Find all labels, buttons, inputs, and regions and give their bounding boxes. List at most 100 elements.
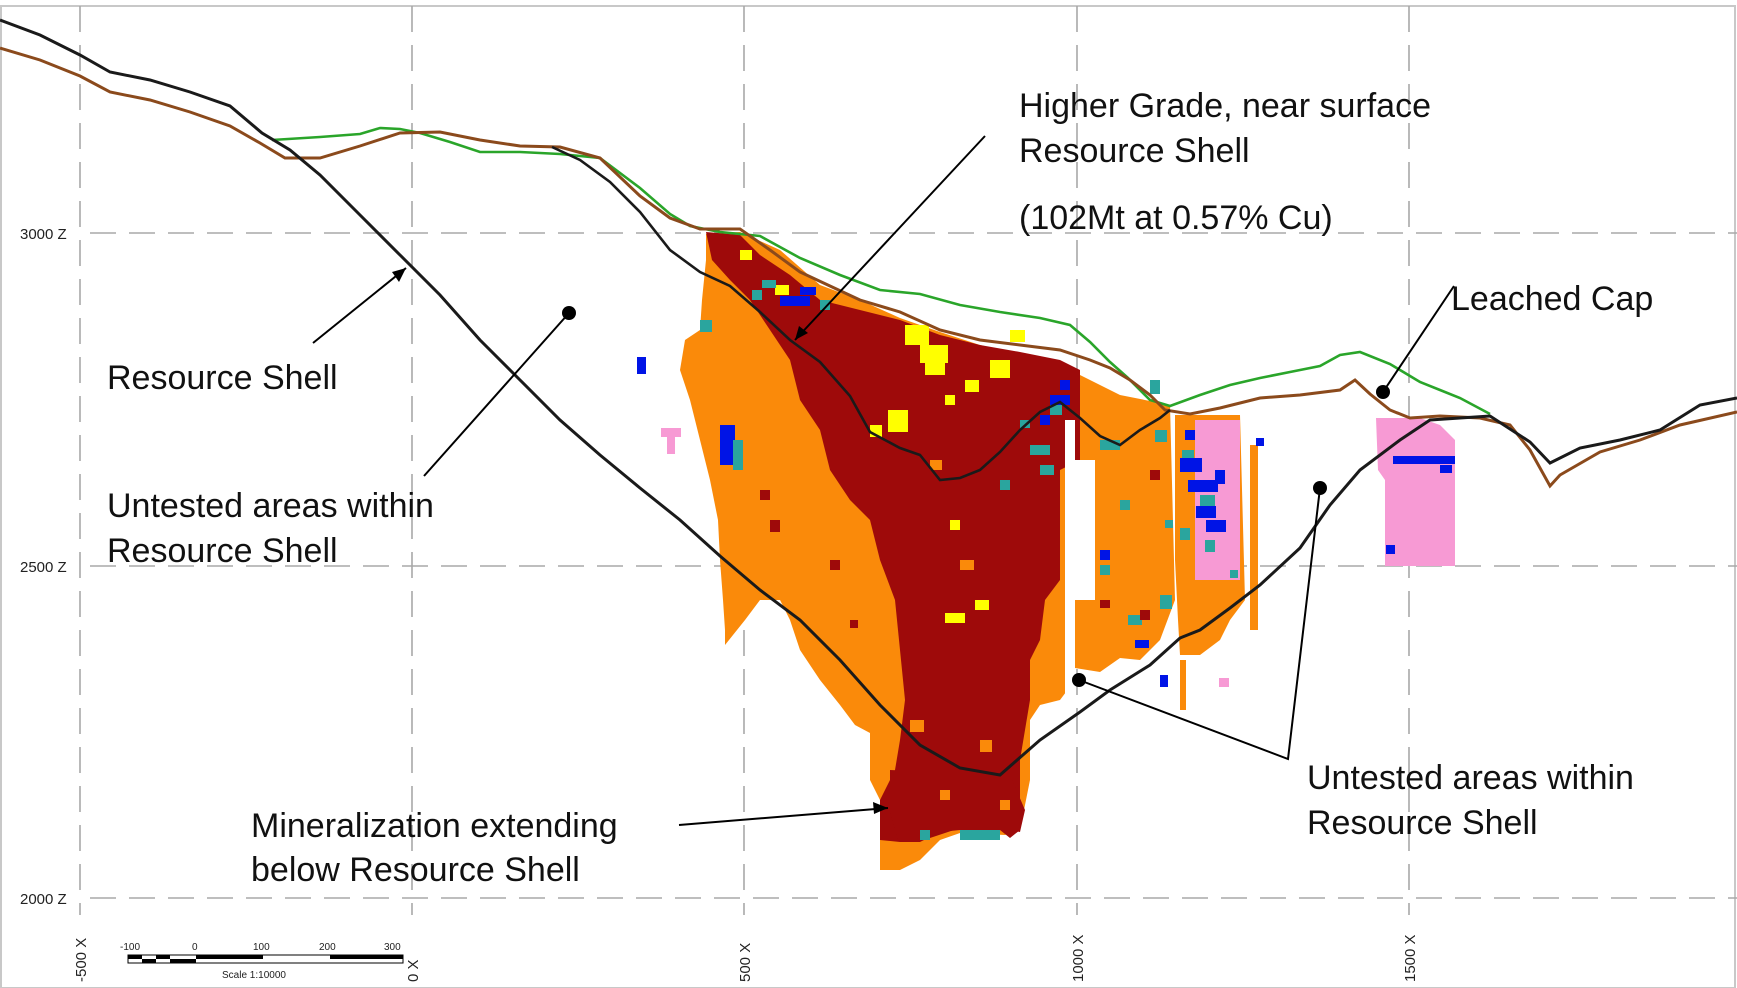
cyan-grade-cell <box>960 830 1000 840</box>
high-grade-cell <box>810 400 818 410</box>
blue-grade-cell <box>1185 430 1195 440</box>
scale-bar-segment <box>170 959 196 963</box>
green-surface-line <box>271 126 1491 416</box>
yellow-grade-cell <box>1010 330 1025 342</box>
cyan-grade-cell <box>1128 615 1142 625</box>
untested-right-label: Resource Shell <box>1307 804 1538 842</box>
scale-bar-segment <box>128 955 142 959</box>
cyan-grade-cell <box>733 440 743 470</box>
leached-cap-zone <box>1219 678 1229 687</box>
mineralization-label: below Resource Shell <box>251 851 580 889</box>
high-grade-cell <box>770 520 780 532</box>
high-grade-cell <box>1005 470 1015 478</box>
cyan-grade-cell <box>1205 540 1215 552</box>
higher-grade-label: Resource Shell <box>1019 132 1250 170</box>
high-grade-cell <box>1140 610 1150 620</box>
x-axis-labels: -500 X 0 X 500 X 1000 X 1500 X <box>73 934 1419 982</box>
annotation-leaders <box>312 135 1455 826</box>
blue-grade-cell <box>800 287 816 295</box>
z-tick-label: 2500 Z <box>20 559 67 576</box>
high-grade-zone <box>890 770 1025 840</box>
blue-grade-cell <box>1206 520 1226 532</box>
cyan-grade-cell <box>1160 595 1172 609</box>
blue-grade-cell <box>1393 456 1455 464</box>
leader-mineralization <box>678 807 889 826</box>
cyan-grade-cell <box>1155 430 1167 442</box>
scale-bar: -100 0 100 200 300 Scale 1:10000 <box>120 942 404 981</box>
orange-grade-cell <box>940 790 950 800</box>
orange-grade-cell <box>1000 800 1010 810</box>
leader-higher-grade <box>794 135 986 341</box>
cyan-grade-cell <box>1120 500 1130 510</box>
z-tick-label: 3000 Z <box>20 226 67 243</box>
yellow-grade-cell <box>945 395 955 405</box>
resource-shell-outline <box>0 18 1737 777</box>
scale-caption: Scale 1:10000 <box>222 970 286 981</box>
blue-grade-cell <box>1188 480 1218 492</box>
blue-grade-cell <box>1215 470 1225 484</box>
high-grade-cell <box>830 560 840 570</box>
scale-tick-label: -100 <box>120 942 140 953</box>
high-grade-zone <box>900 520 1005 700</box>
topography-line <box>0 46 1737 489</box>
blue-grade-cell <box>780 296 810 306</box>
blue-grade-cell <box>1100 550 1110 560</box>
orange-grade-zone <box>1250 445 1258 630</box>
blue-grade-cell <box>1160 675 1168 687</box>
yellow-grade-cell <box>990 360 1010 378</box>
cyan-grade-cell <box>920 830 930 840</box>
cyan-grade-cell <box>1050 405 1062 415</box>
resource-shell-label: Resource Shell <box>107 359 338 397</box>
blue-grade-cell <box>1135 640 1149 648</box>
cyan-grade-cell <box>1040 465 1054 475</box>
high-grade-cell <box>1100 600 1110 608</box>
blue-grade-cell <box>1040 415 1050 425</box>
x-tick-label: 1500 X <box>1402 934 1419 982</box>
marker-leached-cap <box>1376 385 1390 399</box>
high-grade-cell <box>760 490 770 500</box>
leader-untested-right <box>1078 487 1321 761</box>
high-grade-cell <box>1150 470 1160 480</box>
high-grade-cell <box>850 620 858 628</box>
mineralization-block-model <box>637 232 1455 870</box>
cyan-grade-cell <box>700 320 712 332</box>
arrowhead-mineralization <box>873 802 888 814</box>
yellow-grade-cell <box>740 250 752 260</box>
orange-grade-cell <box>980 740 992 752</box>
scale-tick-label: 100 <box>253 942 270 953</box>
cyan-grade-cell <box>1200 495 1215 507</box>
blue-grade-cell <box>1440 465 1452 473</box>
blue-grade-cell <box>1386 545 1395 554</box>
orange-grade-cell <box>930 460 942 470</box>
higher-grade-shell-outline <box>551 145 1171 482</box>
yellow-grade-cell <box>950 520 960 530</box>
cyan-grade-cell <box>1150 380 1160 394</box>
x-tick-label: -500 X <box>73 938 90 982</box>
cyan-grade-cell <box>1100 565 1110 575</box>
orange-grade-cell <box>910 720 924 732</box>
blue-grade-cell <box>1050 395 1070 405</box>
blue-grade-cell <box>1180 458 1202 472</box>
cyan-grade-cell <box>1000 480 1010 490</box>
blue-grade-cell <box>1060 380 1070 390</box>
leader-resource-shell <box>312 267 407 344</box>
higher-grade-tonnage: (102Mt at 0.57% Cu) <box>1019 199 1333 237</box>
blue-grade-cell <box>637 357 646 374</box>
cyan-grade-cell <box>752 290 762 300</box>
blue-grade-cell <box>1256 438 1264 446</box>
marker-untested-left <box>562 306 576 320</box>
scale-bar-segment <box>330 955 403 959</box>
leached-cap-label: Leached Cap <box>1451 280 1653 318</box>
yellow-grade-cell <box>925 360 945 375</box>
mineralization-label: Mineralization extending <box>251 807 618 845</box>
x-tick-label: 0 X <box>405 959 422 982</box>
orange-grade-zone <box>1180 660 1186 710</box>
plot-frame <box>0 5 1736 988</box>
high-grade-cell <box>1040 520 1052 530</box>
cyan-grade-cell <box>1100 440 1120 450</box>
cyan-grade-cell <box>1180 528 1190 540</box>
arrowhead-higher-grade <box>795 326 808 340</box>
leader-untested-left <box>423 312 570 477</box>
yellow-grade-cell <box>975 600 989 610</box>
